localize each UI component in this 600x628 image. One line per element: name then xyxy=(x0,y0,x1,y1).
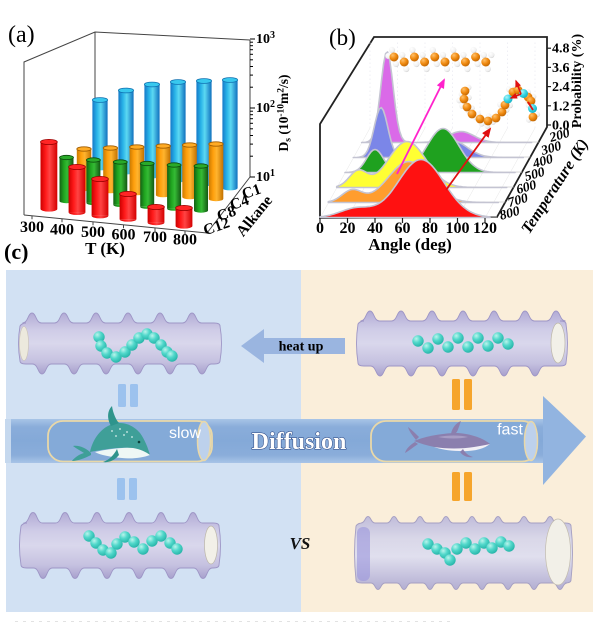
svg-text:400: 400 xyxy=(50,222,74,239)
svg-text:20: 20 xyxy=(340,220,356,237)
svg-text:400: 400 xyxy=(530,151,555,171)
svg-text:Diffusion: Diffusion xyxy=(252,429,347,455)
svg-text:4.8: 4.8 xyxy=(552,42,570,57)
svg-text:Angle (deg): Angle (deg) xyxy=(368,235,452,254)
svg-text:700: 700 xyxy=(506,190,530,210)
svg-text:Probability (%): Probability (%) xyxy=(570,34,585,129)
svg-text:3.6: 3.6 xyxy=(552,61,570,76)
svg-text:60: 60 xyxy=(395,220,411,237)
svg-text:800: 800 xyxy=(173,232,197,249)
svg-text:103: 103 xyxy=(256,30,275,47)
svg-text:heat up: heat up xyxy=(279,340,324,355)
svg-text:0.0: 0.0 xyxy=(552,119,570,134)
svg-text:40: 40 xyxy=(367,220,383,237)
svg-text:101: 101 xyxy=(256,168,275,185)
svg-text:1.2: 1.2 xyxy=(552,99,570,114)
svg-text:120: 120 xyxy=(473,220,497,237)
svg-text:600: 600 xyxy=(514,177,538,197)
svg-text:(b): (b) xyxy=(329,25,356,50)
svg-text:2.4: 2.4 xyxy=(552,80,570,95)
svg-text:102: 102 xyxy=(256,99,275,116)
svg-text:Ds (10-10m2/s): Ds (10-10m2/s) xyxy=(276,75,294,152)
svg-text:0: 0 xyxy=(316,220,324,237)
svg-text:200: 200 xyxy=(547,125,572,145)
svg-text:C4: C4 xyxy=(228,192,252,214)
svg-text:(a): (a) xyxy=(8,22,35,48)
svg-text:C12: C12 xyxy=(201,214,232,239)
svg-text:fast: fast xyxy=(497,422,523,439)
svg-text:slow: slow xyxy=(169,425,201,442)
svg-text:C8: C8 xyxy=(215,203,239,225)
svg-text:500: 500 xyxy=(523,164,547,184)
svg-text:300: 300 xyxy=(538,138,563,158)
svg-text:T (K): T (K) xyxy=(85,239,125,258)
svg-text:700: 700 xyxy=(143,229,167,246)
svg-text:800: 800 xyxy=(498,203,522,223)
svg-text:VS: VS xyxy=(290,534,311,553)
svg-text:(c): (c) xyxy=(4,239,28,264)
svg-text:C1: C1 xyxy=(240,181,263,203)
svg-text:300: 300 xyxy=(20,219,44,236)
svg-text:100: 100 xyxy=(446,220,470,237)
svg-text:500: 500 xyxy=(81,224,105,241)
svg-text:600: 600 xyxy=(112,227,136,244)
svg-text:80: 80 xyxy=(422,220,438,237)
